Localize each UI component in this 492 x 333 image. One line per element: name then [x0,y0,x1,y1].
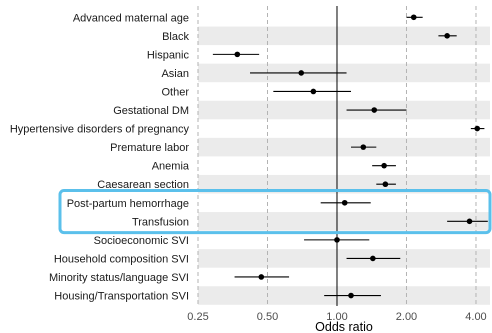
row-band [198,26,490,46]
x-tick-label: 0.25 [187,311,208,323]
row-bands [198,26,490,305]
row-label: Caesarean section [97,179,189,191]
row-label: Housing/Transportation SVI [54,291,189,303]
or-point [474,125,481,132]
row-label: Other [161,86,189,98]
row-band [198,174,490,194]
or-point [371,107,378,113]
row-label: Asian [161,68,189,80]
or-point [382,181,389,188]
or-point [370,255,376,262]
or-point [334,237,340,243]
or-point [410,14,417,21]
row-label: Advanced maternal age [73,12,189,24]
row-band [198,100,490,120]
highlight-box [58,189,492,235]
row-label: Household composition SVI [54,253,189,265]
row-band [198,137,490,157]
row-label: Hypertensive disorders of pregnancy [10,124,190,136]
or-point [381,162,387,169]
or-point [444,33,450,39]
vertical-gridlines [197,6,477,306]
row-band [198,249,490,268]
x-axis-title: Odds ratio [315,320,373,333]
x-tick-label: 4.00 [465,311,486,323]
row-label: Post-partum hemorrhage [67,198,189,210]
row-labels: Advanced maternal age Black Hispanic Asian O… [10,12,190,302]
or-point [258,274,265,280]
or-point [341,199,348,206]
or-point [298,70,305,76]
or-point [466,218,473,225]
or-point [348,292,354,299]
row-label: Hispanic [147,49,190,61]
x-tick-label: 2.00 [396,311,417,323]
row-label: Minority status/language SVI [49,272,189,284]
row-label: Transfusion [132,216,189,228]
or-point [234,51,241,58]
data-marks [212,14,488,299]
row-label: Anemia [152,161,190,173]
row-label: Gestational DM [113,105,189,117]
row-label: Socioeconomic SVI [94,235,189,247]
row-label: Black [162,31,189,43]
x-tick-labels: 0.25 0.50 1.00 2.00 4.00 [187,311,486,323]
x-tick-label: 0.50 [257,311,278,323]
row-band [198,212,490,231]
row-label: Premature labor [110,142,189,154]
or-point [360,144,367,150]
or-point [310,88,317,95]
x-tick-label: 1.00 [326,311,347,323]
